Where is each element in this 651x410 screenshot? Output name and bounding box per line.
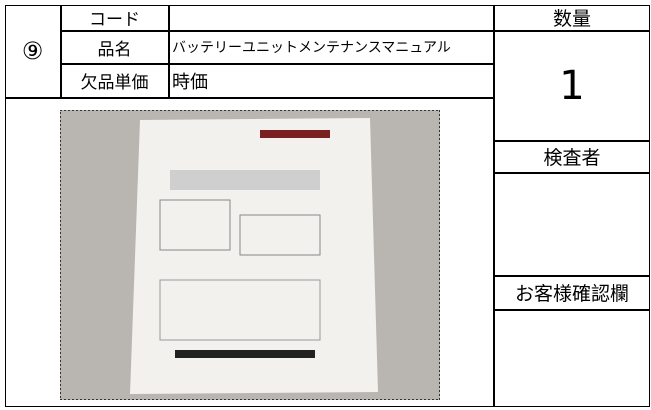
row-label: コード <box>89 10 140 30</box>
row-label: 品名 <box>97 39 132 60</box>
divider <box>60 5 62 97</box>
divider <box>493 275 650 277</box>
divider <box>60 63 493 65</box>
divider <box>5 97 493 99</box>
inspector-label: 検査者 <box>543 147 601 169</box>
divider <box>493 172 650 174</box>
divider <box>493 309 650 311</box>
row-value: 時価 <box>172 71 208 93</box>
divider <box>60 30 493 32</box>
item-number: ⑨ <box>21 37 44 65</box>
form-frame <box>5 5 650 407</box>
row-value: バッテリーユニットメンテナンスマニュアル <box>172 40 451 56</box>
product-photo <box>60 110 440 400</box>
row-value <box>170 5 490 30</box>
divider <box>493 5 495 407</box>
quantity-value: 1 <box>559 62 585 109</box>
divider <box>168 5 170 97</box>
row-label: 欠品単価 <box>80 73 149 93</box>
divider <box>493 140 650 142</box>
divider <box>493 30 650 32</box>
quantity-label: 数量 <box>552 8 591 30</box>
customer-check-label: お客様確認欄 <box>514 283 629 305</box>
